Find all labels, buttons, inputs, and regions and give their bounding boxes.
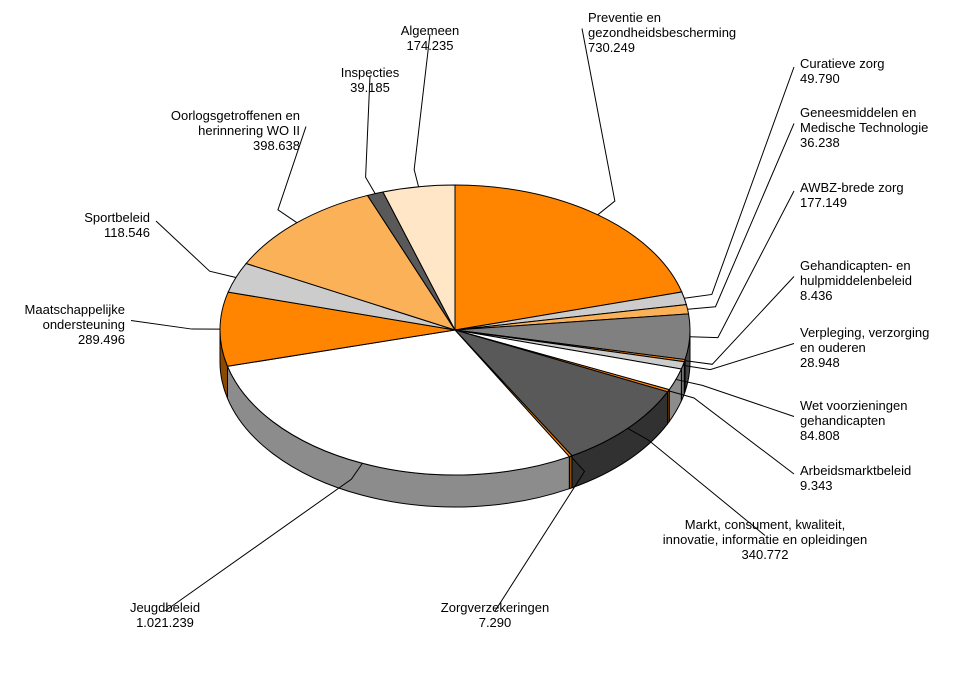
slice-label-line: en ouderen <box>800 340 866 355</box>
slice-value: 177.149 <box>800 195 847 210</box>
leader-line <box>156 221 236 277</box>
slice-label-line: gehandicapten <box>800 413 885 428</box>
slice-label-line: ondersteuning <box>43 317 125 332</box>
leader-line <box>668 391 794 474</box>
slice-label: Inspecties39.185 <box>341 65 400 95</box>
slice-label-line: hulpmiddelenbeleid <box>800 273 912 288</box>
slice-label: Sportbeleid118.546 <box>84 210 150 240</box>
slice-label-line: Medische Technologie <box>800 120 928 135</box>
slice-label-line: Oorlogsgetroffenen en <box>171 108 300 123</box>
leader-line <box>688 124 794 310</box>
slice-label-line: Inspecties <box>341 65 400 80</box>
slice-label-line: Zorgverzekeringen <box>441 600 549 615</box>
slice-label-line: Wet voorzieningen <box>800 398 907 413</box>
slice-label-line: Verpleging, verzorging <box>800 325 929 340</box>
slice-label: Wet voorzieningengehandicapten84.808 <box>800 398 907 443</box>
slice-label: Gehandicapten- enhulpmiddelenbeleid8.436 <box>800 258 912 303</box>
slice-value: 7.290 <box>479 615 512 630</box>
slice-value: 289.496 <box>78 332 125 347</box>
slice-value: 28.948 <box>800 355 840 370</box>
slice-label-line: Algemeen <box>401 23 460 38</box>
slice-label: AWBZ-brede zorg177.149 <box>800 180 904 210</box>
slice-label: Jeugdbeleid1.021.239 <box>130 600 200 630</box>
leader-line <box>685 277 794 365</box>
slice-value: 49.790 <box>800 71 840 86</box>
slice-label: Oorlogsgetroffenen enherinnering WO II39… <box>171 108 300 153</box>
slice-value: 8.436 <box>800 288 833 303</box>
slice-label-line: AWBZ-brede zorg <box>800 180 904 195</box>
slice-label: Algemeen174.235 <box>401 23 460 53</box>
slice-label: Maatschappelijkeondersteuning289.496 <box>25 302 125 347</box>
leader-line <box>582 29 615 215</box>
slice-label-line: Maatschappelijke <box>25 302 125 317</box>
slice-label: Preventie engezondheidsbescherming730.24… <box>588 10 736 55</box>
slice-label-line: Gehandicapten- en <box>800 258 911 273</box>
slice-value: 118.546 <box>104 225 150 240</box>
slice-label: Curatieve zorg49.790 <box>800 56 885 86</box>
slice-value: 1.021.239 <box>136 615 194 630</box>
slice-label: Verpleging, verzorgingen ouderen28.948 <box>800 325 929 370</box>
slice-label-line: Preventie en <box>588 10 661 25</box>
slice-label-line: Markt, consument, kwaliteit, <box>685 517 845 532</box>
slice-label: Zorgverzekeringen7.290 <box>441 600 549 630</box>
slice-value: 340.772 <box>742 547 789 562</box>
pie-top: Preventie en gezondheidsbeschermingCurat… <box>220 185 690 475</box>
slice-label-line: gezondheidsbescherming <box>588 25 736 40</box>
slice-value: 39.185 <box>350 80 390 95</box>
leader-line <box>131 321 220 330</box>
slice-label-line: Curatieve zorg <box>800 56 885 71</box>
slice-label: Geneesmiddelen enMedische Technologie36.… <box>800 105 928 150</box>
slice-label-line: Jeugdbeleid <box>130 600 200 615</box>
slice-value: 398.638 <box>253 138 300 153</box>
slice-label-line: innovatie, informatie en opleidingen <box>663 532 868 547</box>
leader-line <box>690 191 794 338</box>
slice-value: 730.249 <box>588 40 635 55</box>
slice-label-line: Arbeidsmarktbeleid <box>800 463 911 478</box>
slice-label: Markt, consument, kwaliteit,innovatie, i… <box>663 517 868 562</box>
slice-label-line: herinnering WO II <box>198 123 300 138</box>
leader-line <box>683 344 794 370</box>
leader-line <box>414 34 430 187</box>
leader-line <box>684 67 794 298</box>
slice-value: 9.343 <box>800 478 833 493</box>
slice-label-line: Sportbeleid <box>84 210 150 225</box>
pie-chart: Preventie en gezondheidsbescherming Curat… <box>0 0 966 673</box>
slice-value: 36.238 <box>800 135 840 150</box>
slice-value: 84.808 <box>800 428 840 443</box>
slice-label: Arbeidsmarktbeleid9.343 <box>800 463 911 493</box>
slice-label-line: Geneesmiddelen en <box>800 105 916 120</box>
slice-value: 174.235 <box>407 38 454 53</box>
